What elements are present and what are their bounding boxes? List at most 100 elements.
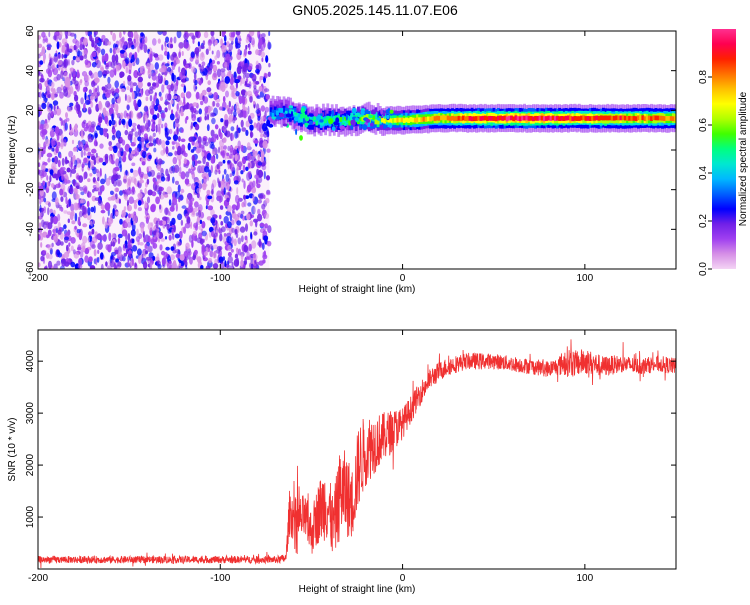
band-blob xyxy=(368,114,374,119)
noise-blob xyxy=(99,127,104,136)
noise-blob xyxy=(175,248,181,254)
band-blob xyxy=(304,125,308,128)
noise-blob xyxy=(82,235,88,244)
band-cell xyxy=(394,117,397,123)
noise-blob xyxy=(147,69,152,77)
noise-blob xyxy=(211,183,215,192)
band-cell xyxy=(514,115,518,121)
noise-blob xyxy=(246,256,252,261)
noise-blob xyxy=(223,35,227,42)
noise-blob xyxy=(83,103,86,111)
noise-blob xyxy=(211,50,214,55)
noise-blob xyxy=(230,126,235,132)
noise-blob xyxy=(79,55,84,61)
noise-blob xyxy=(50,92,55,101)
noise-blob xyxy=(125,248,129,255)
noise-blob xyxy=(192,102,198,107)
band-cell xyxy=(591,116,594,121)
noise-blob xyxy=(216,49,221,59)
noise-blob xyxy=(131,176,137,184)
noise-blob xyxy=(105,100,111,108)
noise-blob xyxy=(124,129,129,136)
noise-blob xyxy=(202,155,206,165)
noise-blob xyxy=(235,104,240,110)
noise-blob xyxy=(95,152,98,158)
noise-blob xyxy=(125,66,129,74)
noise-blob xyxy=(206,189,211,196)
noise-blob xyxy=(41,92,45,99)
noise-blob xyxy=(255,68,260,74)
band-cell xyxy=(610,115,614,121)
band-cell xyxy=(427,116,430,122)
noise-blob xyxy=(56,41,60,50)
noise-blob xyxy=(161,123,164,129)
band-cell xyxy=(483,115,487,121)
noise-blob xyxy=(170,246,175,252)
noise-blob xyxy=(82,185,88,192)
noise-blob xyxy=(224,118,229,127)
noise-blob xyxy=(131,150,136,155)
noise-blob xyxy=(112,167,117,176)
noise-blob xyxy=(189,136,194,142)
band-cell xyxy=(392,118,395,123)
band-blob xyxy=(337,110,343,114)
noise-blob xyxy=(70,203,75,212)
band-cell xyxy=(626,116,629,121)
noise-blob xyxy=(257,161,263,166)
noise-blob xyxy=(130,229,136,237)
noise-blob xyxy=(260,133,264,138)
noise-blob xyxy=(93,205,96,214)
noise-blob xyxy=(159,204,162,210)
spectrogram-plot-area xyxy=(38,31,676,269)
noise-blob xyxy=(164,46,168,52)
noise-blob xyxy=(247,65,253,71)
noise-blob xyxy=(260,105,266,112)
noise-blob xyxy=(156,253,160,261)
noise-blob xyxy=(127,39,134,46)
noise-blob xyxy=(76,232,80,238)
noise-blob xyxy=(193,222,199,229)
noise-blob xyxy=(258,85,263,92)
noise-blob xyxy=(163,147,166,154)
noise-blob xyxy=(104,84,108,93)
noise-blob xyxy=(127,243,133,248)
noise-blob xyxy=(42,250,47,255)
noise-blob xyxy=(88,231,92,237)
noise-blob xyxy=(139,242,144,246)
noise-blob xyxy=(125,188,132,195)
noise-blob xyxy=(243,198,247,208)
noise-blob xyxy=(263,212,270,219)
band-cell xyxy=(575,116,579,121)
noise-blob xyxy=(249,96,253,103)
noise-blob xyxy=(132,169,139,177)
noise-blob xyxy=(201,51,204,58)
noise-blob xyxy=(164,101,170,105)
noise-blob xyxy=(106,83,112,90)
noise-blob xyxy=(112,67,116,73)
band-cell xyxy=(472,116,476,122)
noise-blob xyxy=(93,71,99,81)
noise-blob xyxy=(174,150,178,156)
noise-blob xyxy=(64,122,68,131)
noise-blob xyxy=(228,226,233,235)
noise-blob xyxy=(193,249,198,256)
band-cell xyxy=(437,116,441,121)
noise-blob xyxy=(43,221,49,226)
noise-blob xyxy=(54,126,60,134)
band-cell xyxy=(536,116,540,121)
band-cell xyxy=(383,118,386,124)
noise-blob xyxy=(122,189,125,194)
noise-blob xyxy=(185,264,188,269)
noise-blob xyxy=(71,59,75,66)
noise-blob xyxy=(152,177,156,183)
noise-blob xyxy=(44,265,48,269)
band-cell xyxy=(645,115,649,121)
noise-blob xyxy=(255,64,260,70)
noise-blob xyxy=(64,31,68,37)
noise-blob xyxy=(252,194,255,202)
noise-blob xyxy=(221,44,227,53)
noise-blob xyxy=(39,185,44,192)
noise-blob xyxy=(49,208,53,214)
noise-blob xyxy=(141,253,144,262)
